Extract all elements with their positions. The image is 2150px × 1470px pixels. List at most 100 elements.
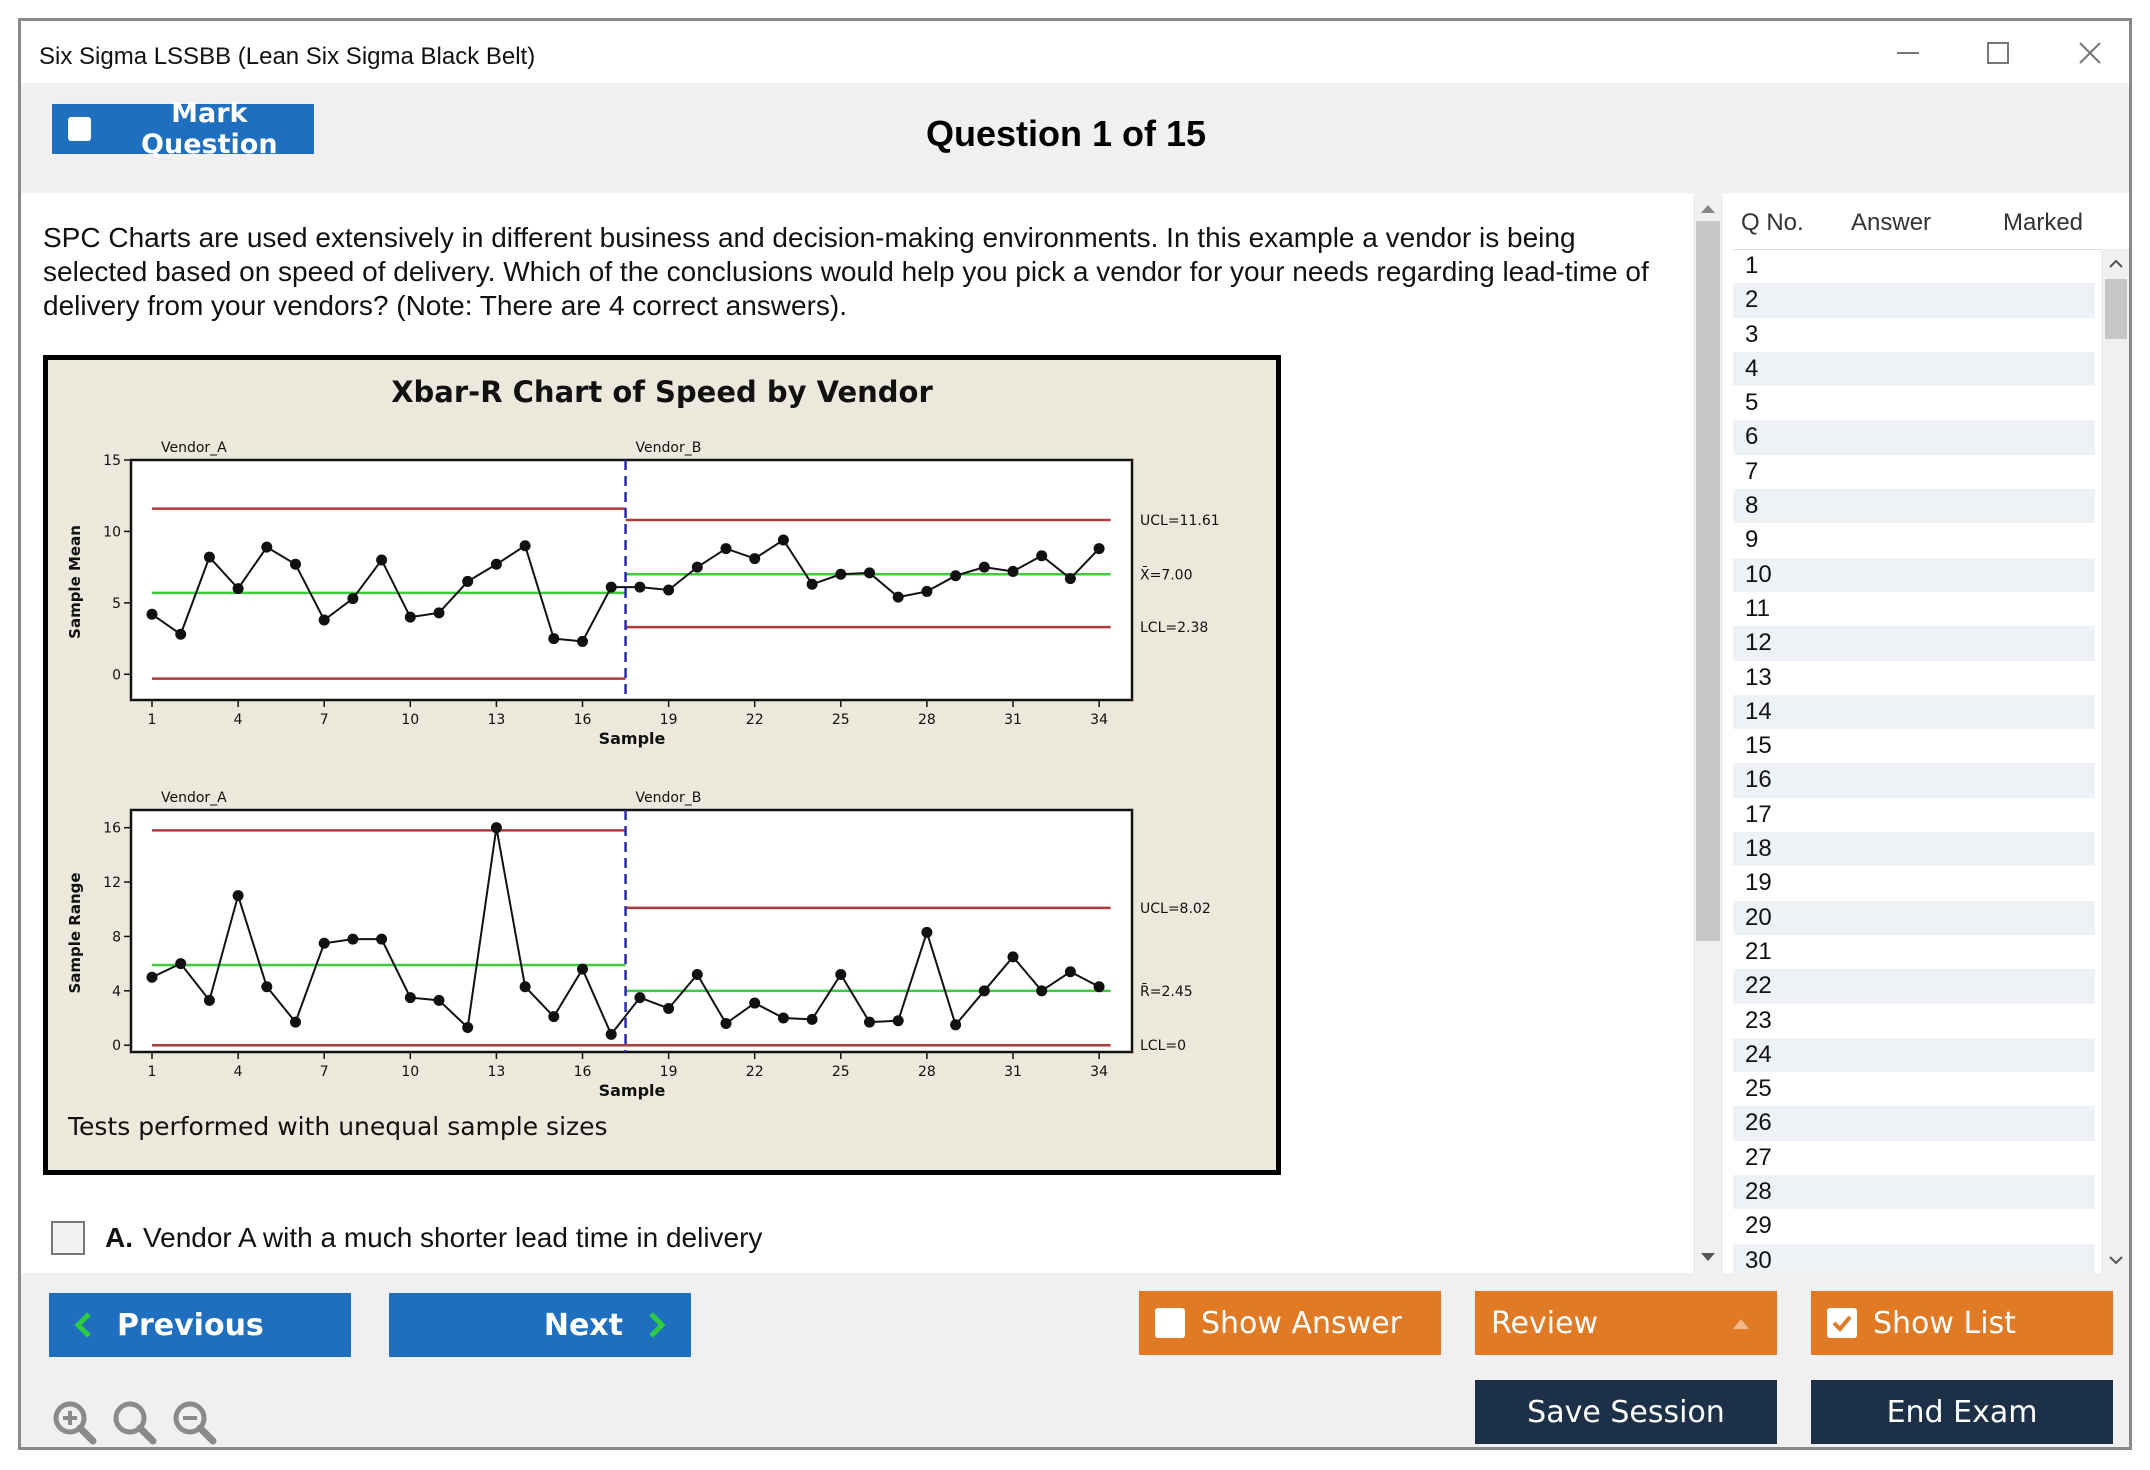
xbar-data-point [376,554,388,566]
question-list-row[interactable]: 26 [1733,1106,2095,1141]
xbar-x-tick-label: 31 [1004,712,1022,728]
maximize-icon[interactable] [1978,35,2018,71]
scroll-up-icon[interactable] [2101,253,2131,273]
question-list-row[interactable]: 30 [1733,1243,2095,1278]
range-y-axis-label: Sample Range [66,872,84,993]
scroll-up-icon[interactable] [1693,199,1723,219]
question-list-row[interactable]: 25 [1745,1075,1772,1103]
range-x-tick-label: 13 [487,1064,505,1080]
xbar-data-point [146,608,158,620]
caret-up-icon [1733,1319,1749,1329]
question-list-row[interactable]: 18 [1733,832,2095,867]
xbar-data-point [175,628,187,640]
xbar-y-tick-label: 15 [103,453,121,469]
question-list-row[interactable]: 17 [1745,800,1772,828]
previous-label: Previous [117,1307,264,1343]
xbar-data-point [203,551,215,563]
range-x-tick-label: 7 [320,1064,329,1080]
range-data-point [835,969,847,981]
question-list-row[interactable]: 24 [1733,1037,2095,1073]
answer-checkbox[interactable] [51,1221,85,1255]
show-answer-label: Show Answer [1201,1305,1402,1341]
question-list-row[interactable]: 14 [1733,694,2095,730]
range-x-axis-label: Sample [599,1081,666,1100]
question-list-row[interactable]: 12 [1733,626,2095,661]
range-data-point [404,992,416,1004]
question-list-row[interactable]: 13 [1745,663,1772,691]
range-x-tick-label: 31 [1004,1064,1022,1080]
question-list-row[interactable]: 10 [1733,557,2095,592]
range-lcl-label: LCL=0 [1140,1038,1186,1054]
xbar-x-tick-label: 19 [660,712,678,728]
question-scrollbar[interactable] [1693,193,1723,1273]
question-list-row[interactable]: 28 [1733,1175,2095,1210]
question-list-row[interactable]: 7 [1745,457,1759,485]
range-x-tick-label: 25 [832,1064,850,1080]
xbar-data-point [519,540,531,552]
xbar-y-axis-label: Sample Mean [66,525,84,639]
question-list-row[interactable]: 15 [1745,732,1772,760]
mark-question-button[interactable]: Mark Question [52,98,314,160]
question-list-row[interactable]: 1 [1745,252,1759,279]
list-scrollbar-thumb[interactable] [2105,279,2127,339]
question-list-row[interactable]: 2 [1733,283,2095,318]
range-data-point [290,1016,301,1028]
range-data-point [864,1016,875,1028]
question-list-row[interactable]: 19 [1745,869,1772,897]
question-list-scrollbar[interactable] [2101,249,2131,1273]
xbar-data-point [663,584,675,596]
scroll-down-icon[interactable] [2101,1249,2131,1269]
review-button[interactable]: Review [1475,1291,1777,1355]
question-list-row[interactable]: 23 [1745,1006,1772,1034]
close-icon[interactable] [2070,35,2110,71]
xbar-r-chart: Xbar-R Chart of Speed by Vendor Vendor_A V… [43,355,1281,1175]
xbar-data-point [921,585,933,597]
check-icon [1827,1308,1857,1338]
xbar-x-tick-label: 10 [401,712,419,728]
question-list-row[interactable]: 5 [1745,389,1759,417]
zoom-reset-icon[interactable] [111,1399,157,1445]
chevron-right-icon [649,1312,666,1338]
question-list-row[interactable]: 21 [1745,937,1772,965]
scrollbar-thumb[interactable] [1696,221,1720,941]
previous-button[interactable]: Previous [49,1293,351,1357]
range-data-point [376,933,388,945]
question-list-row[interactable]: 29 [1745,1212,1772,1240]
xbar-x-tick-label: 25 [832,712,850,728]
next-button[interactable]: Next [389,1293,691,1357]
range-x-tick-label: 34 [1090,1064,1108,1080]
xbar-data-point [290,558,301,570]
question-list-row[interactable]: 6 [1733,420,2095,455]
end-exam-button[interactable]: End Exam [1811,1380,2113,1444]
scroll-down-icon[interactable] [1693,1247,1723,1267]
show-answer-button[interactable]: Show Answer [1139,1291,1441,1355]
range-data-point [175,958,187,970]
show-list-button[interactable]: Show List [1811,1291,2113,1355]
question-list-row[interactable]: 16 [1733,763,2095,798]
xbar-data-point [605,581,617,593]
question-list-row[interactable]: 27 [1745,1143,1772,1171]
question-list-row[interactable]: 4 [1733,351,2095,387]
question-list-row[interactable]: 3 [1745,320,1759,348]
question-list-row[interactable]: 9 [1745,526,1759,554]
range-x-tick-label: 19 [660,1064,678,1080]
question-list-row[interactable]: 20 [1733,900,2095,935]
range-data-point [433,994,445,1006]
xbar-data-point [1036,550,1048,562]
question-list-row[interactable]: 11 [1745,594,1770,622]
range-y-tick-label: 0 [112,1038,121,1054]
save-session-button[interactable]: Save Session [1475,1380,1777,1444]
chevron-left-icon [74,1312,91,1338]
next-label: Next [543,1307,623,1343]
zoom-out-icon[interactable] [171,1399,217,1445]
range-data-point [921,926,933,938]
range-stage-label: Vendor_B [636,790,702,806]
question-list-row[interactable]: 22 [1733,969,2095,1004]
question-pane: SPC Charts are used extensively in diffe… [21,193,1693,1273]
xbar-data-point [950,570,962,582]
zoom-in-icon[interactable] [51,1399,97,1445]
minimize-icon[interactable] [1888,35,1928,71]
question-list-row[interactable]: 8 [1733,489,2095,524]
answer-option-a[interactable]: A. Vendor A with a much shorter lead tim… [51,1221,762,1255]
range-data-point [232,890,244,902]
